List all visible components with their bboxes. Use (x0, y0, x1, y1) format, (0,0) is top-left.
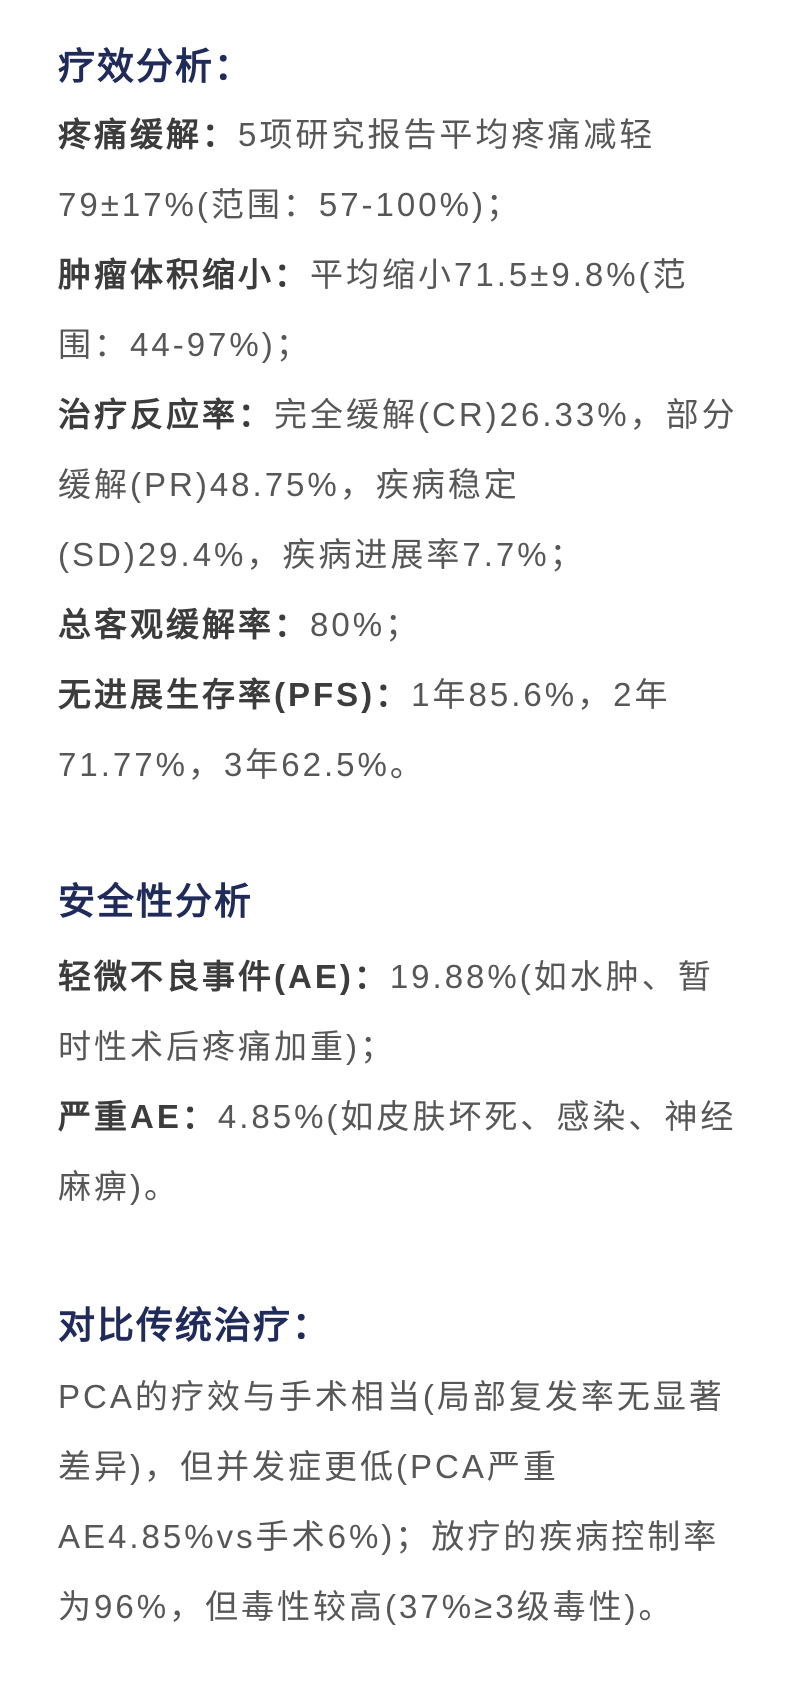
section-efficacy-analysis: 疗效分析： 疼痛缓解：5项研究报告平均疼痛减轻79±17%(范围：57-100%… (58, 44, 742, 800)
section-comparison-traditional: 对比传统治疗： PCA的疗效与手术相当(局部复发率无显著差异)，但并发症更低(P… (58, 1303, 742, 1642)
paragraph-minor-ae: 轻微不良事件(AE)：19.88%(如水肿、暂时性术后疼痛加重)； (58, 942, 742, 1082)
section-body-safety: 轻微不良事件(AE)：19.88%(如水肿、暂时性术后疼痛加重)； 严重AE：4… (58, 942, 742, 1222)
paragraph-treatment-response: 治疗反应率：完全缓解(CR)26.33%，部分缓解(PR)48.75%，疾病稳定… (58, 380, 742, 590)
paragraph-text: 19.88%(如水肿、暂时性术后疼痛加重)； (58, 958, 714, 1065)
paragraph-tumor-shrinkage: 肿瘤体积缩小：平均缩小71.5±9.8%(范围：44-97%)； (58, 240, 742, 380)
paragraph-label: 轻微不良事件(AE)： (58, 958, 390, 995)
paragraph-severe-ae: 严重AE：4.85%(如皮肤坏死、感染、神经麻痹)。 (58, 1082, 742, 1222)
section-body-efficacy: 疼痛缓解：5项研究报告平均疼痛减轻79±17%(范围：57-100%)； 肿瘤体… (58, 100, 742, 800)
paragraph-label: 无进展生存率(PFS)： (58, 676, 412, 713)
section-heading-comparison: 对比传统治疗： (58, 1305, 331, 1346)
paragraph-text: 80%； (310, 606, 422, 643)
section-heading-safety: 安全性分析 (58, 881, 253, 922)
paragraph-label: 治疗反应率： (58, 396, 274, 433)
paragraph-label: 肿瘤体积缩小： (58, 256, 310, 293)
paragraph-label: 总客观缓解率： (58, 606, 310, 643)
paragraph-pfs: 无进展生存率(PFS)：1年85.6%，2年71.77%，3年62.5%。 (58, 660, 742, 800)
paragraph-text: 平均缩小71.5±9.8%(范围：44-97%)； (58, 256, 689, 363)
paragraph-text: 4.85%(如皮肤坏死、感染、神经麻痹)。 (58, 1098, 737, 1205)
paragraph-pain-relief: 疼痛缓解：5项研究报告平均疼痛减轻79±17%(范围：57-100%)； (58, 100, 742, 240)
section-body-comparison: PCA的疗效与手术相当(局部复发率无显著差异)，但并发症更低(PCA严重AE4.… (58, 1362, 742, 1642)
paragraph-text: 5项研究报告平均疼痛减轻79±17%(范围：57-100%)； (58, 116, 656, 223)
paragraph-label: 疼痛缓解： (58, 116, 238, 153)
paragraph-text: 完全缓解(CR)26.33%，部分缓解(PR)48.75%，疾病稳定(SD)29… (58, 396, 738, 573)
paragraph-text: 1年85.6%，2年71.77%，3年62.5%。 (58, 676, 671, 783)
section-heading-efficacy: 疗效分析： (58, 46, 253, 87)
section-safety-analysis: 安全性分析 轻微不良事件(AE)：19.88%(如水肿、暂时性术后疼痛加重)； … (58, 879, 742, 1222)
paragraph-objective-response-rate: 总客观缓解率：80%； (58, 590, 742, 660)
paragraph-comparison: PCA的疗效与手术相当(局部复发率无显著差异)，但并发症更低(PCA严重AE4.… (58, 1362, 742, 1642)
paragraph-label: 严重AE： (58, 1098, 218, 1135)
paragraph-text: PCA的疗效与手术相当(局部复发率无显著差异)，但并发症更低(PCA严重AE4.… (58, 1378, 725, 1625)
